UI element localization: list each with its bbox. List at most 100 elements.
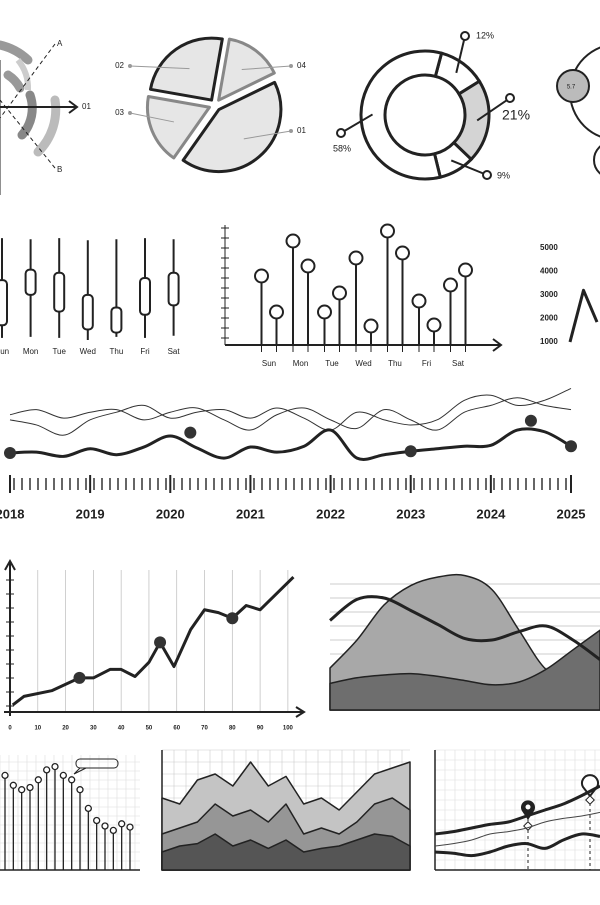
lollipop-head — [126, 823, 134, 831]
x-tick-label: 100 — [283, 726, 294, 732]
x-tick-label: 2024 — [476, 506, 506, 521]
x-tick-label: 2023 — [396, 506, 425, 521]
lollipop-head — [118, 820, 126, 828]
lollipop-head — [109, 826, 117, 835]
x-tick-label: 10 — [34, 726, 41, 732]
x-tick-label: Thu — [388, 359, 402, 368]
x-tick-label: 30 — [90, 726, 97, 732]
x-tick-label: 70 — [201, 726, 208, 732]
slice-label: 03 — [115, 108, 124, 117]
lollipop-head — [51, 762, 59, 771]
point — [154, 636, 167, 649]
line — [568, 288, 599, 343]
pie-slice — [145, 95, 211, 160]
lollipop-head — [84, 804, 92, 813]
lollipop-head — [332, 285, 347, 301]
lollipop-head — [426, 317, 442, 333]
label: 01 — [82, 102, 91, 111]
x-tick-label: 80 — [229, 726, 236, 732]
leader-dot — [460, 31, 470, 41]
candle-body — [53, 271, 66, 313]
dashed-line — [0, 99, 56, 169]
point — [226, 612, 239, 625]
slice-label: 04 — [297, 61, 306, 70]
x-tick-label: 20 — [62, 726, 69, 732]
lollipop-head — [101, 822, 109, 830]
leader-dot — [128, 64, 132, 68]
x-tick-label: Tue — [52, 347, 66, 356]
x-tick-label: Fri — [422, 359, 432, 368]
lollipop-head — [68, 776, 76, 784]
arrow-head — [68, 100, 79, 114]
lollipop-head — [411, 293, 427, 309]
candle-body — [24, 268, 37, 296]
x-tick-label: 90 — [257, 726, 264, 732]
line — [11, 576, 295, 707]
leader-dot — [289, 64, 293, 68]
x-tick-label: Sun — [262, 359, 276, 368]
leader-dot — [505, 93, 515, 103]
annotation — [75, 758, 119, 769]
slice-label: 01 — [297, 126, 306, 135]
leader-line — [450, 159, 488, 176]
leader-line — [340, 113, 374, 134]
x-tick-label: 2020 — [156, 506, 185, 521]
line — [9, 387, 572, 436]
pin — [521, 800, 535, 820]
annotation-pointer — [73, 767, 87, 775]
leader-line — [241, 65, 292, 71]
pie-slice — [149, 36, 224, 102]
x-tick-label: 2022 — [316, 506, 345, 521]
label: B — [57, 165, 62, 174]
x-tick-label: Mon — [293, 359, 309, 368]
point — [73, 671, 86, 684]
leader-line — [129, 65, 190, 70]
y-tick-label: 3000 — [540, 290, 558, 299]
lollipop-head — [317, 304, 332, 320]
lollipop-head — [59, 771, 67, 780]
line — [434, 784, 600, 836]
lollipop-head — [348, 250, 364, 266]
area — [161, 833, 411, 871]
x-tick-label: 2018 — [0, 506, 24, 521]
point — [565, 440, 577, 453]
leader-line — [455, 35, 466, 74]
leader-line — [129, 112, 175, 123]
x-tick-label: 2019 — [76, 506, 105, 521]
leader-dot — [336, 128, 346, 138]
line — [329, 595, 600, 661]
area — [329, 629, 600, 711]
lollipop-head — [34, 776, 42, 784]
lollipop-head — [9, 781, 17, 789]
lollipop-head — [26, 783, 34, 792]
radial-decor: A B 01 — [0, 39, 91, 195]
leader-dot — [128, 111, 132, 115]
slice-label: 02 — [115, 61, 124, 70]
pie-slice — [181, 80, 283, 174]
lollipop-head — [363, 318, 379, 334]
lollipop-head — [285, 233, 301, 249]
x-tick-label: 50 — [146, 726, 153, 732]
x-tick-label: 0 — [8, 726, 12, 732]
lollipop-head — [458, 262, 473, 278]
candle-body — [139, 277, 151, 316]
lollipop-head — [43, 766, 51, 774]
donut-segment — [359, 49, 444, 181]
x-tick-label: Sun — [0, 347, 9, 356]
y-tick-label: 5000 — [540, 243, 558, 252]
leader-dot — [289, 129, 293, 133]
line — [9, 427, 572, 461]
arc — [33, 95, 61, 157]
point — [404, 445, 417, 458]
candle-body — [81, 293, 94, 331]
line — [434, 832, 600, 858]
candle-body — [167, 271, 180, 307]
x-tick-label: 2021 — [236, 506, 265, 521]
candle-body — [0, 279, 8, 327]
lollipop-head — [443, 277, 458, 293]
arrow-head — [4, 558, 16, 571]
bubble — [556, 69, 590, 103]
value-label: 21% — [502, 107, 530, 123]
